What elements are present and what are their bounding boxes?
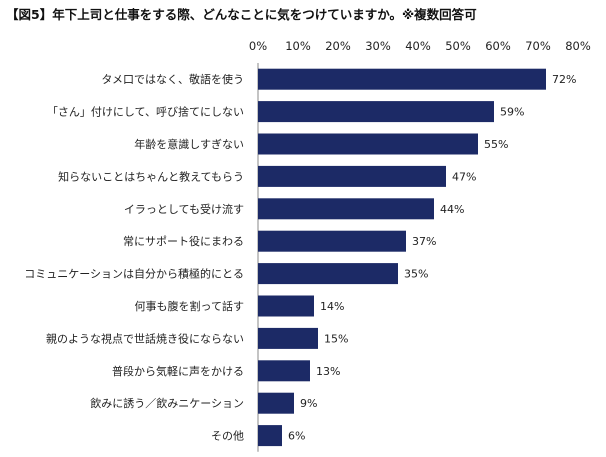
x-tick-label: 50% xyxy=(445,39,471,53)
x-tick-label: 60% xyxy=(485,39,511,53)
x-tick-label: 30% xyxy=(365,39,391,53)
value-label: 6% xyxy=(288,430,305,443)
value-label: 72% xyxy=(552,73,576,86)
x-tick-label: 10% xyxy=(285,39,311,53)
value-label: 14% xyxy=(320,300,344,313)
chart-title: 【図5】年下上司と仕事をする際、どんなことに気をつけていますか。※複数回答可 xyxy=(6,7,477,22)
value-label: 47% xyxy=(452,170,476,183)
x-tick-label: 20% xyxy=(325,39,351,53)
value-label: 35% xyxy=(404,268,428,281)
category-label: 年齢を意識しすぎない xyxy=(134,137,244,151)
x-tick-label: 80% xyxy=(565,39,591,53)
category-label: 何事も腹を割って話す xyxy=(135,299,244,313)
bar xyxy=(258,198,434,220)
bar xyxy=(258,360,310,382)
value-label: 59% xyxy=(500,106,524,119)
value-label: 44% xyxy=(440,203,464,216)
category-label: タメ口ではなく、敬語を使う xyxy=(101,72,244,86)
x-axis-ticks: 0% 10% 20% 30% 40% 50% 60% 70% 80% xyxy=(249,39,591,53)
value-label: 37% xyxy=(412,235,436,248)
bar xyxy=(258,425,282,447)
bar xyxy=(258,392,294,414)
category-label: その他 xyxy=(211,430,244,443)
x-tick-label: 40% xyxy=(405,39,431,53)
category-label: コミュニケーションは自分から積極的にとる xyxy=(24,267,244,281)
category-label: 普段から気軽に声をかける xyxy=(112,364,244,378)
value-label: 13% xyxy=(316,365,340,378)
value-label: 55% xyxy=(484,138,508,151)
category-label: 「さん」付けにして、呼び捨てにしない xyxy=(47,105,244,119)
bar xyxy=(258,68,546,90)
bar xyxy=(258,327,318,349)
bar xyxy=(258,133,478,155)
category-label: 常にサポート役にまわる xyxy=(123,234,244,248)
bar xyxy=(258,295,314,317)
category-label: 飲みに誘う／飲みニケーション xyxy=(90,396,244,410)
x-tick-label: 0% xyxy=(249,39,267,53)
bar xyxy=(258,101,494,123)
bar xyxy=(258,263,398,285)
category-label: 親のような視点で世話焼き役にならない xyxy=(46,331,244,345)
category-label: 知らないことはちゃんと教えてもらう xyxy=(58,169,244,183)
category-labels: タメ口ではなく、敬語を使う「さん」付けにして、呼び捨てにしない年齢を意識しすぎな… xyxy=(24,72,244,442)
value-labels: 72% 59% 55% 47% 44% 37% 35% 14% 15% 13% 9% 6% xyxy=(288,73,576,442)
bar xyxy=(258,165,446,187)
bar xyxy=(258,230,406,252)
value-label: 9% xyxy=(300,397,317,410)
bars xyxy=(258,68,546,447)
category-label: イラっとしても受け流す xyxy=(124,202,244,216)
value-label: 15% xyxy=(324,332,348,345)
x-tick-label: 70% xyxy=(525,39,551,53)
